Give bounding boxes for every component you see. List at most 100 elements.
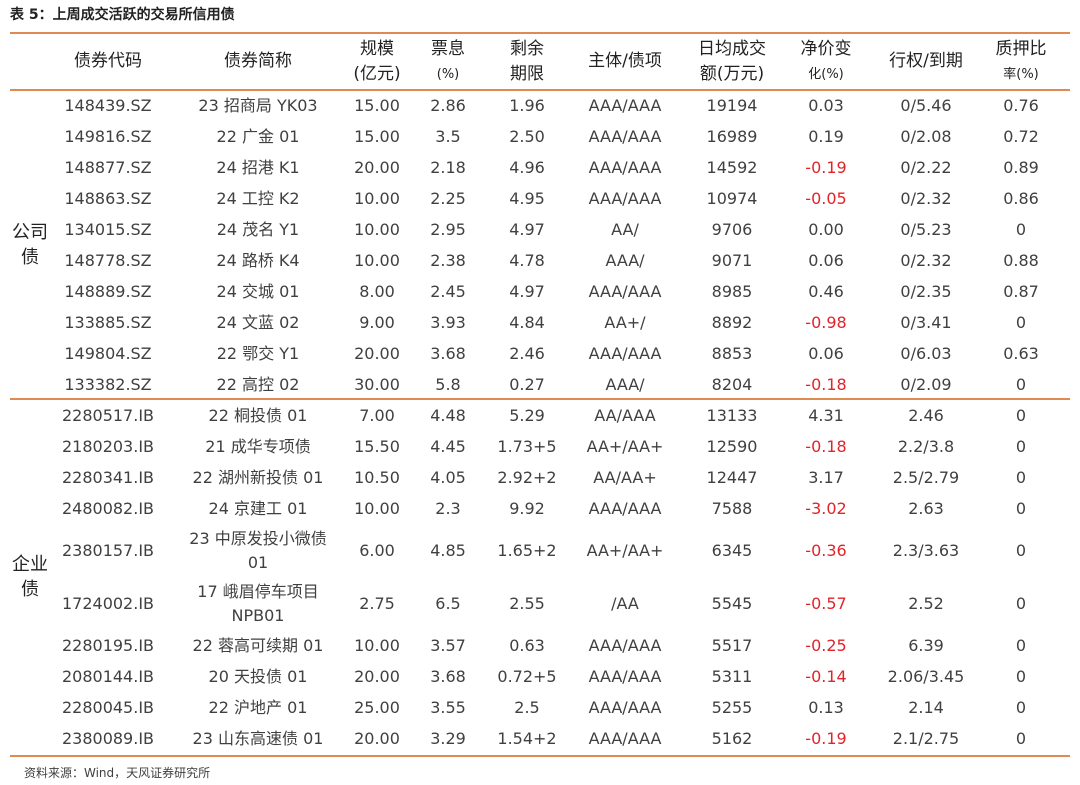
cell-exercise-maturity: 0/3.41 [900,312,952,332]
header-sub-label: (亿元) [353,63,401,84]
cell-exercise-maturity: 0/5.46 [900,95,952,115]
cell-rating: AAA/AAA [588,343,662,363]
cell-rating: AAA/AAA [588,728,662,748]
cell-price-change: -0.18 [805,436,847,456]
cell-coupon: 2.45 [430,281,466,301]
cell-rating: /AA [611,593,639,613]
cell-remaining-term: 2.50 [509,126,545,146]
cell-bond-name: 22 高控 02 [216,374,300,394]
cell-bond-name: 24 茂名 Y1 [216,219,300,239]
cell-price-change: 0.19 [808,126,844,146]
header-remaining-term: 剩余 期限 [486,34,568,89]
cell-remaining-term: 9.92 [509,498,545,518]
cell-daily-volume: 8985 [711,281,753,301]
cell-remaining-term: 1.73+5 [497,436,557,456]
cell-exercise-maturity: 2.63 [908,498,944,518]
cell-coupon: 3.29 [430,728,466,748]
cell-remaining-term: 2.5 [514,697,540,717]
header-bond-code: 债券代码 [48,34,168,89]
cell-bond-name: 17 峨眉停车项目 NPB01 [197,581,319,625]
cell-daily-volume: 9706 [711,219,753,239]
cell-bond-name: 21 成华专项债 [205,436,311,456]
cell-coupon: 3.57 [430,635,466,655]
table-row: 148889.SZ 24 交城 01 8.00 2.45 4.97 AAA/AAA 8985… [10,276,1070,307]
cell-pledge-ratio: 0 [1015,635,1027,655]
cell-rating: AAA/AAA [588,126,662,146]
cell-exercise-maturity: 2.14 [908,697,944,717]
cell-coupon: 4.05 [430,467,466,487]
cell-daily-volume: 5311 [711,666,753,686]
cell-daily-volume: 5545 [711,593,753,613]
cell-daily-volume: 8204 [711,374,753,394]
header-main-label: 日均成交 [698,38,766,59]
cell-coupon: 3.68 [430,343,466,363]
cell-pledge-ratio: 0.88 [1003,250,1039,270]
header-sub-label: 化(%) [808,66,844,82]
cell-bond-code: 148863.SZ [64,188,152,208]
table-header-row: 债券代码 债券简称 规模 (亿元) 票息 (%) 剩余 期限 主体/债项 日均成交 额(万元) 净价变… [10,34,1070,89]
cell-daily-volume: 8853 [711,343,753,363]
cell-bond-name: 22 广金 01 [216,126,300,146]
cell-rating: AAA/AAA [588,697,662,717]
cell-daily-volume: 12447 [706,467,758,487]
header-main-label: 质押比 [995,38,1047,59]
cell-pledge-ratio: 0 [1015,540,1027,560]
table-row: 149816.SZ 22 广金 01 15.00 3.5 2.50 AAA/AAA 1698… [10,121,1070,152]
cell-size: 20.00 [354,728,400,748]
header-exercise-maturity: 行权/到期 [871,34,981,89]
cell-exercise-maturity: 0/2.09 [900,374,952,394]
cell-price-change: 0.06 [808,250,844,270]
cell-rating: AAA/AAA [588,188,662,208]
cell-rating: AA/AAA [594,405,656,425]
table-row: 148778.SZ 24 路桥 K4 10.00 2.38 4.78 AAA/9071 0.… [10,245,1070,276]
cell-bond-name: 22 沪地产 01 [208,697,308,717]
cell-remaining-term: 0.27 [509,374,545,394]
cell-price-change: 3.17 [808,467,844,487]
cell-bond-name: 23 中原发投小微债 01 [189,528,327,572]
cell-bond-code: 148889.SZ [64,281,152,301]
cell-size: 9.00 [359,312,395,332]
cell-bond-code: 2280045.IB [61,697,155,717]
header-main-label: 净价变 [800,38,852,59]
cell-exercise-maturity: 2.46 [908,405,944,425]
header-main-label: 债券代码 [74,51,142,71]
cell-bond-name: 23 山东高速债 01 [192,728,324,748]
cell-exercise-maturity: 0/6.03 [900,343,952,363]
cell-pledge-ratio: 0 [1015,467,1027,487]
cell-pledge-ratio: 0.63 [1003,343,1039,363]
cell-bond-code: 148778.SZ [64,250,152,270]
cell-exercise-maturity: 2.5/2.79 [892,467,960,487]
cell-rating: AAA/AAA [588,95,662,115]
cell-remaining-term: 4.95 [509,188,545,208]
cell-coupon: 5.8 [435,374,461,394]
cell-price-change: -0.05 [805,188,847,208]
cell-bond-code: 2180203.IB [61,436,155,456]
cell-coupon: 3.5 [435,126,461,146]
cell-daily-volume: 9071 [711,250,753,270]
cell-bond-name: 24 交城 01 [216,281,300,301]
cell-pledge-ratio: 0.89 [1003,157,1039,177]
cell-size: 10.00 [354,250,400,270]
header-sub-label: (%) [436,66,460,82]
cell-size: 6.00 [359,540,395,560]
cell-size: 10.50 [354,467,400,487]
table-bottom-rule [10,755,1070,757]
cell-remaining-term: 1.54+2 [497,728,557,748]
cell-bond-name: 24 京建工 01 [208,498,308,518]
cell-size: 25.00 [354,697,400,717]
cell-daily-volume: 5162 [711,728,753,748]
cell-size: 20.00 [354,157,400,177]
cell-size: 15.00 [354,95,400,115]
cell-exercise-maturity: 0/2.08 [900,126,952,146]
cell-rating: AA+/AA+ [586,540,664,560]
cell-exercise-maturity: 2.3/3.63 [892,540,960,560]
cell-rating: AA/ [611,219,639,239]
cell-price-change: 0.06 [808,343,844,363]
section-label: 公司债 [12,222,48,268]
cell-remaining-term: 4.96 [509,157,545,177]
cell-size: 7.00 [359,405,395,425]
cell-price-change: -0.19 [805,728,847,748]
table-row: 2380157.IB 23 中原发投小微债 01 6.00 4.85 1.65+2 AA+… [10,524,1070,577]
cell-pledge-ratio: 0.76 [1003,95,1039,115]
cell-size: 15.50 [354,436,400,456]
